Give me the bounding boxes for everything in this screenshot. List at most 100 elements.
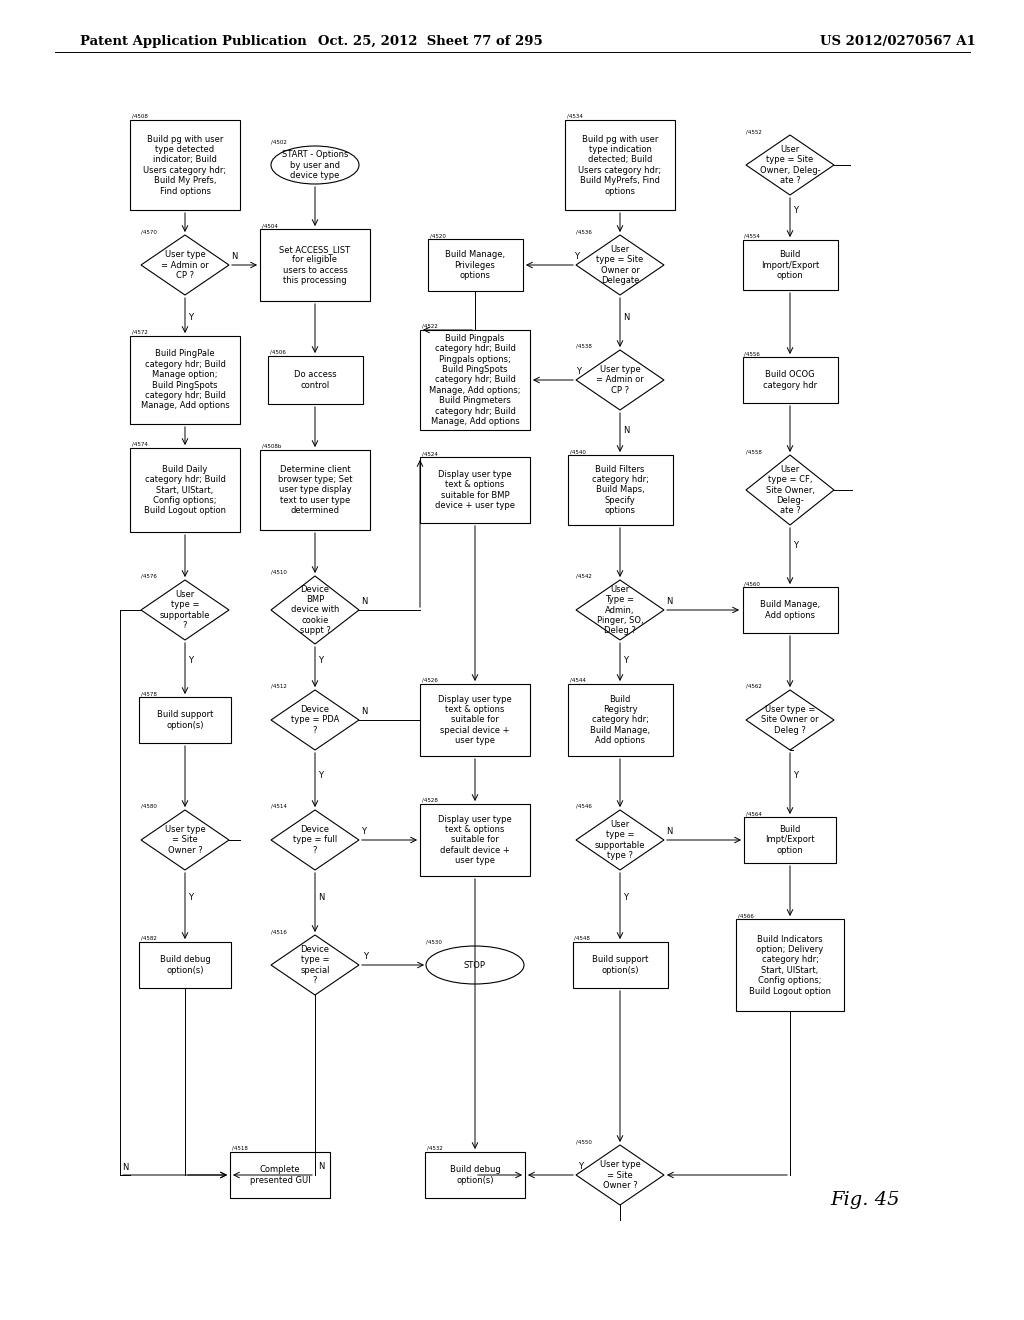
Text: Y: Y [623, 894, 628, 903]
Text: Build Daily
category hdr; Build
Start, UIStart,
Config options;
Build Logout opt: Build Daily category hdr; Build Start, U… [144, 465, 226, 515]
Text: /4574: /4574 [132, 442, 147, 447]
Text: Do access
control: Do access control [294, 371, 336, 389]
Text: Build pg with user
type indication
detected; Build
Users category hdr;
Build MyP: Build pg with user type indication detec… [579, 135, 662, 195]
Text: /4548: /4548 [574, 936, 591, 941]
Text: US 2012/0270567 A1: US 2012/0270567 A1 [820, 36, 976, 48]
Text: Build Filters
category hdr;
Build Maps,
Specify
options: Build Filters category hdr; Build Maps, … [592, 465, 648, 515]
Text: User
type =
supportable
type ?: User type = supportable type ? [595, 820, 645, 861]
FancyBboxPatch shape [567, 455, 673, 525]
Text: Y: Y [362, 952, 368, 961]
FancyBboxPatch shape [565, 120, 675, 210]
Text: N: N [623, 426, 630, 436]
Text: /4522: /4522 [422, 323, 438, 329]
Text: STOP: STOP [464, 961, 486, 969]
Text: N: N [361, 597, 368, 606]
Text: Patent Application Publication: Patent Application Publication [80, 36, 307, 48]
Text: Y: Y [574, 252, 579, 261]
Polygon shape [575, 1144, 664, 1205]
Text: User type
= Site
Owner ?: User type = Site Owner ? [165, 825, 206, 855]
Text: /4562: /4562 [746, 684, 762, 689]
Text: Y: Y [318, 656, 323, 665]
Polygon shape [575, 235, 664, 294]
Text: /4508: /4508 [132, 114, 147, 119]
Text: Display user type
text & options
suitable for
default device +
user type: Display user type text & options suitabl… [438, 814, 512, 866]
Text: /4512: /4512 [271, 684, 287, 689]
Text: /4544: /4544 [569, 678, 586, 682]
Text: User
Type =
Admin,
Pinger, SO,
Deleg ?: User Type = Admin, Pinger, SO, Deleg ? [597, 585, 643, 635]
Text: Fig. 45: Fig. 45 [830, 1191, 899, 1209]
Text: /4564: /4564 [746, 810, 762, 816]
Text: N: N [231, 252, 238, 261]
Text: User type
= Admin or
CP ?: User type = Admin or CP ? [161, 249, 209, 280]
Text: /4504: /4504 [262, 223, 278, 228]
Text: Display user type
text & options
suitable for
special device +
user type: Display user type text & options suitabl… [438, 694, 512, 746]
Text: Y: Y [188, 656, 193, 665]
Text: /4572: /4572 [132, 330, 147, 335]
Text: /4526: /4526 [422, 678, 438, 682]
FancyBboxPatch shape [742, 356, 838, 403]
FancyBboxPatch shape [420, 684, 530, 756]
Text: /4540: /4540 [569, 449, 586, 454]
Text: Build
Registry
category hdr;
Build Manage,
Add options: Build Registry category hdr; Build Manag… [590, 694, 650, 746]
Text: /4582: /4582 [141, 936, 157, 941]
Text: Build PingPale
category hdr; Build
Manage option;
Build PingSpots
category hdr; : Build PingPale category hdr; Build Manag… [140, 350, 229, 411]
FancyBboxPatch shape [420, 330, 530, 430]
Text: N: N [361, 708, 368, 715]
Text: User type
= Admin or
CP ?: User type = Admin or CP ? [596, 366, 644, 395]
Text: /4546: /4546 [575, 804, 592, 809]
FancyBboxPatch shape [130, 447, 240, 532]
Text: /4530: /4530 [426, 940, 442, 945]
Text: Device
type = PDA
?: Device type = PDA ? [291, 705, 339, 735]
FancyBboxPatch shape [139, 697, 231, 743]
Text: Build
Impt/Export
option: Build Impt/Export option [765, 825, 815, 855]
FancyBboxPatch shape [742, 240, 838, 290]
Text: N: N [318, 1162, 325, 1171]
Text: /4514: /4514 [271, 804, 287, 809]
Text: Y: Y [578, 1162, 583, 1171]
Text: START - Options
by user and
device type: START - Options by user and device type [282, 150, 348, 180]
Ellipse shape [426, 946, 524, 983]
Text: User
type =
supportable
?: User type = supportable ? [160, 590, 210, 630]
Text: Build pg with user
type detected
indicator; Build
Users category hdr;
Build My P: Build pg with user type detected indicat… [143, 135, 226, 195]
Text: /4534: /4534 [567, 114, 583, 119]
Text: /4502: /4502 [271, 140, 287, 145]
FancyBboxPatch shape [742, 587, 838, 634]
Text: User type =
Site Owner or
Deleg ?: User type = Site Owner or Deleg ? [761, 705, 819, 735]
Polygon shape [575, 810, 664, 870]
Text: /4516: /4516 [271, 929, 287, 935]
Text: Y: Y [188, 314, 193, 322]
Polygon shape [575, 579, 664, 640]
Text: N: N [623, 314, 630, 322]
FancyBboxPatch shape [420, 804, 530, 876]
Text: /4542: /4542 [575, 574, 592, 579]
Polygon shape [746, 135, 834, 195]
Text: Y: Y [793, 771, 798, 780]
Text: Y: Y [361, 828, 366, 836]
Text: User
type = Site
Owner, Deleg-
ate ?: User type = Site Owner, Deleg- ate ? [760, 145, 820, 185]
Text: Oct. 25, 2012  Sheet 77 of 295: Oct. 25, 2012 Sheet 77 of 295 [317, 36, 543, 48]
FancyBboxPatch shape [420, 457, 530, 523]
Text: /4552: /4552 [746, 129, 762, 135]
Text: Build debug
option(s): Build debug option(s) [450, 1166, 501, 1185]
Text: Y: Y [188, 894, 193, 903]
Text: /4560: /4560 [744, 581, 761, 586]
FancyBboxPatch shape [567, 684, 673, 756]
FancyBboxPatch shape [572, 942, 668, 987]
FancyBboxPatch shape [736, 919, 844, 1011]
Text: Build Pingpals
category hdr; Build
Pingpals options;
Build PingSpots
category hd: Build Pingpals category hdr; Build Pingp… [429, 334, 521, 426]
Text: /4566: /4566 [738, 913, 754, 917]
Ellipse shape [271, 147, 359, 183]
Text: Device
type = full
?: Device type = full ? [293, 825, 337, 855]
Text: /4554: /4554 [744, 234, 761, 239]
Text: User
type = CF,
Site Owner,
Deleg-
ate ?: User type = CF, Site Owner, Deleg- ate ? [766, 465, 814, 515]
Text: Y: Y [318, 771, 323, 780]
Text: Build support
option(s): Build support option(s) [157, 710, 213, 730]
Text: /4576: /4576 [141, 574, 157, 579]
FancyBboxPatch shape [260, 450, 370, 531]
Text: Build
Import/Export
option: Build Import/Export option [761, 249, 819, 280]
Text: /4528: /4528 [422, 799, 438, 803]
Polygon shape [746, 690, 834, 750]
Polygon shape [746, 455, 834, 525]
Text: Build support
option(s): Build support option(s) [592, 956, 648, 974]
Text: Build OCOG
category hdr: Build OCOG category hdr [763, 371, 817, 389]
